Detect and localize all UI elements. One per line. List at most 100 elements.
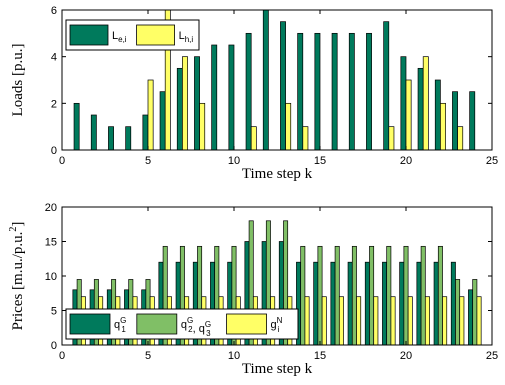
prices-bar-s2-k18 <box>369 245 375 345</box>
loads-y-tick-label: 6 <box>51 5 57 17</box>
prices-legend-swatch-2 <box>136 313 178 335</box>
prices-y-tick-label: 20 <box>45 202 57 214</box>
loads-bar-s2-k23 <box>457 126 464 150</box>
prices-bar-s2-k23 <box>455 279 461 345</box>
loads-y-tick-label: 0 <box>51 145 57 157</box>
prices-legend: qG 1 qG 2, qG 3 gN i <box>65 308 299 340</box>
prices-bar-s3-k17 <box>356 296 362 345</box>
loads-bar-s1-k16 <box>331 32 338 150</box>
loads-bar-s1-k3 <box>108 126 114 150</box>
loads-bar-s1-k2 <box>90 114 97 150</box>
prices-ticks: 0 5 10 15 20 25 0 5 10 15 20 <box>45 202 498 362</box>
prices-bar-s3-k15 <box>321 296 327 345</box>
loads-x-tick-label: 5 <box>145 155 151 167</box>
prices-y-label-sup: 2 <box>8 227 19 232</box>
loads-bars <box>73 10 476 150</box>
prices-bar-s2-k14 <box>300 245 306 345</box>
loads-x-tick-label: 10 <box>228 155 240 167</box>
loads-bar-s1-k6 <box>159 91 166 150</box>
prices-bar-s3-k20 <box>407 296 413 345</box>
loads-y-axis-label: Loads [p.u.] <box>10 44 26 117</box>
loads-bar-s1-k22 <box>434 79 441 150</box>
loads-bar-s2-k19 <box>388 126 395 150</box>
loads-bar-s1-k9 <box>211 44 218 150</box>
loads-x-tick-label: 20 <box>400 155 412 167</box>
prices-legend-entry-3: gN i <box>271 316 283 334</box>
prices-bar-s1-k23 <box>450 261 456 345</box>
loads-axes-frame <box>61 9 493 151</box>
prices-bar-s2-k16 <box>334 245 340 345</box>
loads-x-tick-label: 0 <box>59 155 65 167</box>
loads-y-tick-label: 4 <box>51 52 57 64</box>
loads-legend-entry-2: Lh,i <box>179 30 194 44</box>
loads-legend-swatch-2 <box>136 24 175 46</box>
prices-x-tick-label: 15 <box>314 350 326 362</box>
loads-ticks: 0 5 10 15 20 25 0 2 4 6 <box>51 5 498 167</box>
prices-y-label-tail: ] <box>10 222 26 227</box>
prices-bar-s2-k12 <box>265 220 271 345</box>
prices-y-tick-label: 5 <box>51 306 57 318</box>
loads-bar-s2-k20 <box>405 79 412 150</box>
prices-y-label-main: Prices [m.u./p.u. <box>10 232 26 331</box>
prices-legend-entry-1: qG 1 <box>114 316 126 334</box>
loads-bar-s1-k10 <box>228 44 235 150</box>
loads-bar-s2-k7 <box>182 56 188 150</box>
prices-x-tick-label: 25 <box>486 350 498 362</box>
prices-bar-s1-k17 <box>347 261 353 345</box>
prices-bar-s2-k15 <box>317 245 323 345</box>
loads-bar-s1-k7 <box>176 67 183 150</box>
loads-legend-entry-1: Le,i <box>112 30 127 44</box>
prices-y-tick-label: 0 <box>51 340 57 352</box>
loads-legend: Le,i Lh,i <box>65 19 200 51</box>
prices-bar-s1-k21 <box>416 261 422 345</box>
prices-legend-swatch-3 <box>226 313 267 335</box>
loads-bar-s1-k20 <box>400 56 407 150</box>
loads-bar-s1-k13 <box>280 21 286 150</box>
loads-bar-s1-k18 <box>366 32 372 150</box>
loads-bar-s1-k17 <box>348 32 355 150</box>
loads-bar-s2-k14 <box>302 126 309 150</box>
prices-bar-s2-k21 <box>420 245 426 345</box>
loads-legend-swatch-1 <box>69 24 109 46</box>
prices-bar-s2-k6 <box>162 245 168 345</box>
prices-bar-s3-k16 <box>338 296 344 345</box>
loads-bar-s1-k12 <box>262 10 269 150</box>
prices-y-tick-label: 15 <box>45 237 57 249</box>
loads-bar-s1-k11 <box>245 32 252 150</box>
prices-bar-s1-k19 <box>382 261 388 345</box>
prices-bar-s3-k24 <box>476 296 482 345</box>
prices-bar-s2-k22 <box>437 245 443 345</box>
prices-bar-s1-k18 <box>364 261 370 345</box>
prices-bar-s1-k24 <box>468 289 474 345</box>
prices-y-axis-label: Prices [m.u./p.u.2] <box>8 222 26 331</box>
prices-bar-s2-k24 <box>472 279 478 345</box>
prices-bar-s2-k20 <box>403 245 409 345</box>
prices-bar-s1-k16 <box>330 261 336 345</box>
prices-legend-entry-2: qG 2, qG 3 <box>181 316 211 338</box>
prices-bar-s3-k19 <box>390 296 396 345</box>
prices-bar-s3-k18 <box>373 296 379 345</box>
prices-bar-s2-k7 <box>179 245 185 345</box>
loads-bar-s2-k11 <box>250 126 257 150</box>
prices-bar-s3-k21 <box>424 296 430 345</box>
prices-bar-s2-k11 <box>248 220 254 345</box>
prices-bar-s2-k17 <box>351 245 357 345</box>
prices-bar-s2-k10 <box>231 245 237 345</box>
prices-x-axis-label: Time step k <box>242 361 313 377</box>
prices-chart: 0 5 10 15 20 25 0 5 10 15 20 Time step k Prices [m… <box>8 202 498 377</box>
prices-x-tick-label: 10 <box>228 350 240 362</box>
loads-bar-s1-k24 <box>469 91 476 150</box>
prices-bar-s2-k9 <box>214 245 220 345</box>
loads-x-tick-label: 15 <box>314 155 326 167</box>
loads-bar-s1-k14 <box>297 32 304 150</box>
loads-bar-s1-k8 <box>194 56 200 150</box>
prices-bar-s1-k22 <box>433 261 439 345</box>
loads-bar-s1-k19 <box>383 21 390 150</box>
prices-bar-s2-k8 <box>197 245 203 345</box>
prices-bar-s3-k23 <box>459 296 465 345</box>
prices-legend-swatch-1 <box>69 313 111 335</box>
prices-y-tick-label: 10 <box>45 271 57 283</box>
prices-bar-s2-k19 <box>386 245 392 345</box>
